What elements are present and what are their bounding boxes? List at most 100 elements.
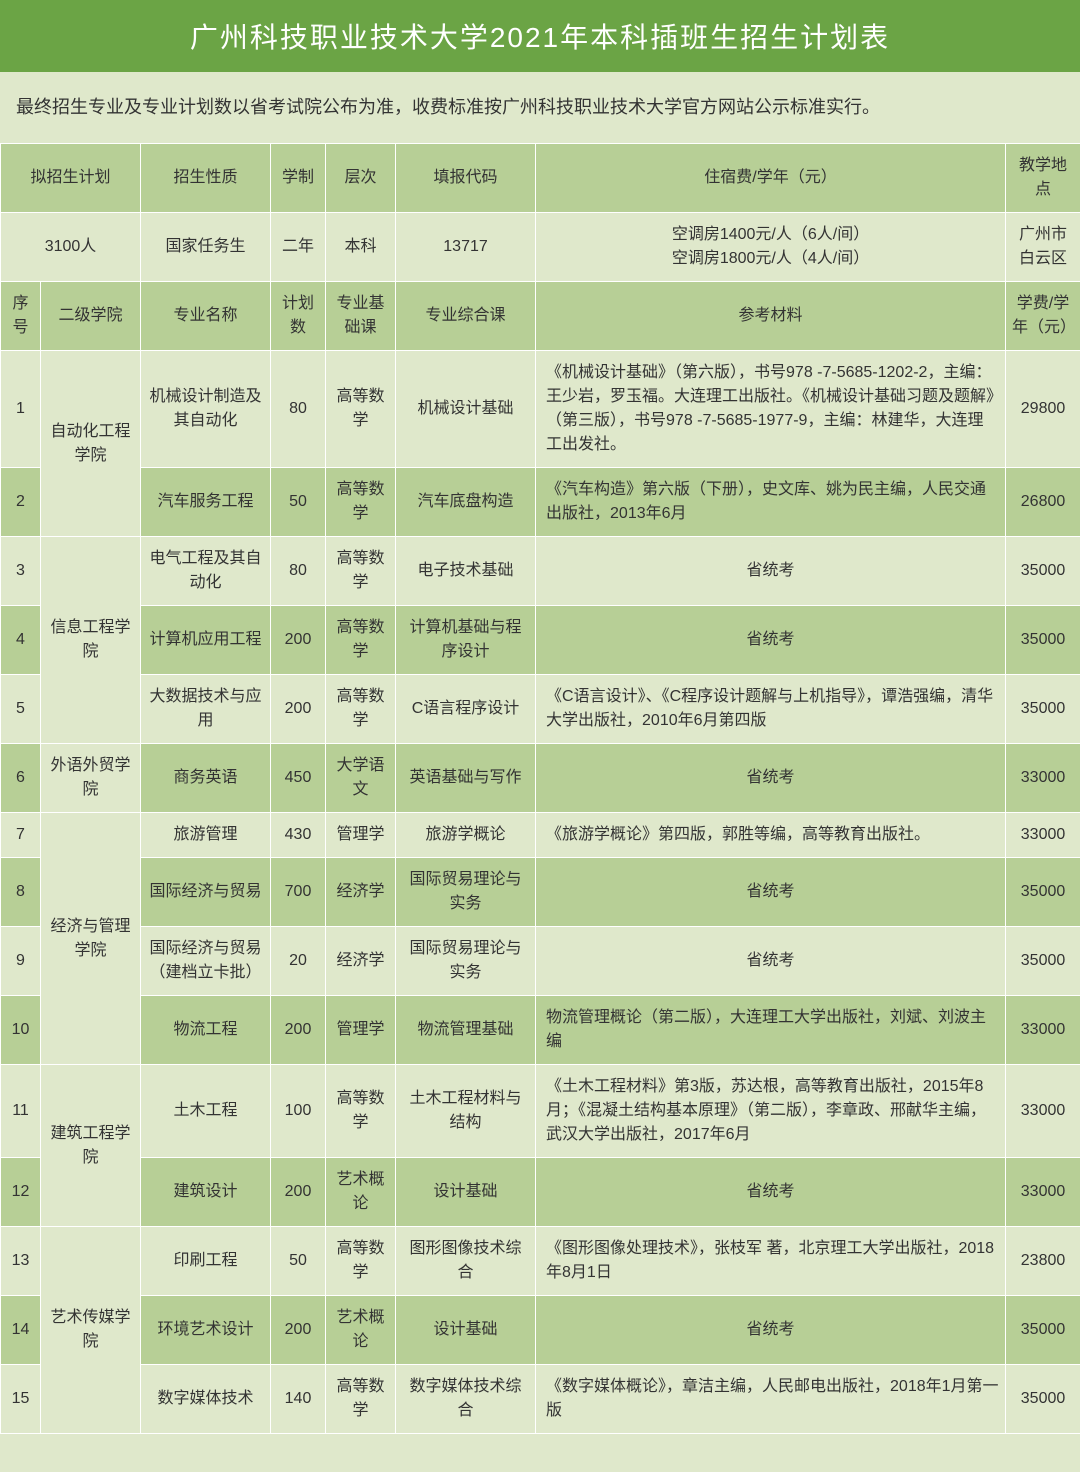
enrollment-table: 拟招生计划 招生性质 学制 层次 填报代码 住宿费/学年（元） 教学地点 310… [0, 143, 1080, 1434]
cell-comp: 汽车底盘构造 [396, 468, 536, 537]
cell-fee: 33000 [1006, 744, 1080, 813]
th-dorm: 住宿费/学年（元） [536, 144, 1006, 213]
cell-seq: 15 [1, 1365, 41, 1434]
cell-plan: 20 [271, 927, 326, 996]
cell-dept: 艺术传媒学院 [41, 1227, 141, 1434]
cell-base: 高等数学 [326, 1227, 396, 1296]
cell-fee: 35000 [1006, 537, 1080, 606]
cell-comp: 国际贸易理论与实务 [396, 927, 536, 996]
cell-seq: 7 [1, 813, 41, 858]
cell-comp: 英语基础与写作 [396, 744, 536, 813]
cell-plan: 80 [271, 537, 326, 606]
table-row: 6外语外贸学院商务英语450大学语文英语基础与写作省统考33000 [1, 744, 1080, 813]
cell-base: 大学语文 [326, 744, 396, 813]
cell-ref: 省统考 [536, 1296, 1006, 1365]
cell-base: 高等数学 [326, 1365, 396, 1434]
tv-level: 本科 [326, 213, 396, 282]
cell-base: 高等数学 [326, 606, 396, 675]
cell-dept: 外语外贸学院 [41, 744, 141, 813]
cell-plan: 140 [271, 1365, 326, 1434]
mh-plan: 计划数 [271, 282, 326, 351]
cell-seq: 14 [1, 1296, 41, 1365]
th-location: 教学地点 [1006, 144, 1080, 213]
cell-dept: 经济与管理学院 [41, 813, 141, 1065]
mh-major: 专业名称 [141, 282, 271, 351]
cell-plan: 450 [271, 744, 326, 813]
th-plan-total: 拟招生计划 [1, 144, 141, 213]
top-value-row: 3100人 国家任务生 二年 本科 13717 空调房1400元/人（6人/间）… [1, 213, 1080, 282]
cell-fee: 35000 [1006, 927, 1080, 996]
cell-major: 机械设计制造及其自动化 [141, 351, 271, 468]
cell-fee: 26800 [1006, 468, 1080, 537]
cell-plan: 50 [271, 468, 326, 537]
top-header-row: 拟招生计划 招生性质 学制 层次 填报代码 住宿费/学年（元） 教学地点 [1, 144, 1080, 213]
tv-plan-total: 3100人 [1, 213, 141, 282]
cell-fee: 23800 [1006, 1227, 1080, 1296]
cell-comp: 国际贸易理论与实务 [396, 858, 536, 927]
cell-comp: C语言程序设计 [396, 675, 536, 744]
cell-base: 管理学 [326, 996, 396, 1065]
tv-location: 广州市白云区 [1006, 213, 1080, 282]
tv-enroll-type: 国家任务生 [141, 213, 271, 282]
cell-seq: 13 [1, 1227, 41, 1296]
tv-years: 二年 [271, 213, 326, 282]
cell-plan: 200 [271, 606, 326, 675]
cell-major: 印刷工程 [141, 1227, 271, 1296]
cell-major: 计算机应用工程 [141, 606, 271, 675]
cell-ref: 物流管理概论（第二版），大连理工大学出版社，刘斌、刘波主编 [536, 996, 1006, 1065]
cell-comp: 土木工程材料与结构 [396, 1065, 536, 1158]
th-years: 学制 [271, 144, 326, 213]
tv-dorm: 空调房1400元/人（6人/间） 空调房1800元/人（4人/间） [536, 213, 1006, 282]
cell-comp: 旅游学概论 [396, 813, 536, 858]
table-row: 14环境艺术设计200艺术概论设计基础省统考35000 [1, 1296, 1080, 1365]
table-row: 13艺术传媒学院印刷工程50高等数学图形图像技术综合《图形图像处理技术》，张枝军… [1, 1227, 1080, 1296]
cell-ref: 省统考 [536, 858, 1006, 927]
cell-fee: 35000 [1006, 606, 1080, 675]
table-row: 3信息工程学院电气工程及其自动化80高等数学电子技术基础省统考35000 [1, 537, 1080, 606]
cell-major: 国际经济与贸易（建档立卡批） [141, 927, 271, 996]
cell-plan: 100 [271, 1065, 326, 1158]
cell-major: 建筑设计 [141, 1158, 271, 1227]
cell-seq: 6 [1, 744, 41, 813]
cell-major: 大数据技术与应用 [141, 675, 271, 744]
cell-comp: 设计基础 [396, 1296, 536, 1365]
cell-base: 艺术概论 [326, 1158, 396, 1227]
cell-comp: 设计基础 [396, 1158, 536, 1227]
th-enroll-type: 招生性质 [141, 144, 271, 213]
mh-ref: 参考材料 [536, 282, 1006, 351]
cell-ref: 《机械设计基础》（第六版），书号978 -7-5685-1202-2，主编：王少… [536, 351, 1006, 468]
cell-base: 艺术概论 [326, 1296, 396, 1365]
cell-seq: 11 [1, 1065, 41, 1158]
cell-ref: 《旅游学概论》第四版，郭胜等编，高等教育出版社。 [536, 813, 1006, 858]
cell-base: 高等数学 [326, 468, 396, 537]
cell-comp: 机械设计基础 [396, 351, 536, 468]
cell-fee: 35000 [1006, 858, 1080, 927]
cell-fee: 33000 [1006, 1065, 1080, 1158]
table-row: 7经济与管理学院旅游管理430管理学旅游学概论《旅游学概论》第四版，郭胜等编，高… [1, 813, 1080, 858]
cell-major: 数字媒体技术 [141, 1365, 271, 1434]
cell-fee: 33000 [1006, 996, 1080, 1065]
cell-fee: 29800 [1006, 351, 1080, 468]
mh-base: 专业基础课 [326, 282, 396, 351]
mh-dept: 二级学院 [41, 282, 141, 351]
cell-base: 经济学 [326, 927, 396, 996]
cell-ref: 《数字媒体概论》，章洁主编，人民邮电出版社，2018年1月第一版 [536, 1365, 1006, 1434]
cell-plan: 200 [271, 675, 326, 744]
cell-fee: 35000 [1006, 675, 1080, 744]
table-row: 2汽车服务工程50高等数学汽车底盘构造《汽车构造》第六版（下册），史文库、姚为民… [1, 468, 1080, 537]
cell-plan: 50 [271, 1227, 326, 1296]
page-container: 广州科技职业技术大学2021年本科插班生招生计划表 最终招生专业及专业计划数以省… [0, 0, 1080, 1434]
cell-seq: 9 [1, 927, 41, 996]
cell-base: 高等数学 [326, 351, 396, 468]
cell-plan: 80 [271, 351, 326, 468]
cell-comp: 物流管理基础 [396, 996, 536, 1065]
table-row: 15数字媒体技术140高等数学数字媒体技术综合《数字媒体概论》，章洁主编，人民邮… [1, 1365, 1080, 1434]
cell-comp: 计算机基础与程序设计 [396, 606, 536, 675]
cell-ref: 省统考 [536, 1158, 1006, 1227]
table-row: 10物流工程200管理学物流管理基础物流管理概论（第二版），大连理工大学出版社，… [1, 996, 1080, 1065]
cell-plan: 200 [271, 1296, 326, 1365]
cell-fee: 33000 [1006, 1158, 1080, 1227]
cell-ref: 《C语言设计》、《C程序设计题解与上机指导》，谭浩强编，清华大学出版社，2010… [536, 675, 1006, 744]
cell-seq: 2 [1, 468, 41, 537]
cell-seq: 8 [1, 858, 41, 927]
